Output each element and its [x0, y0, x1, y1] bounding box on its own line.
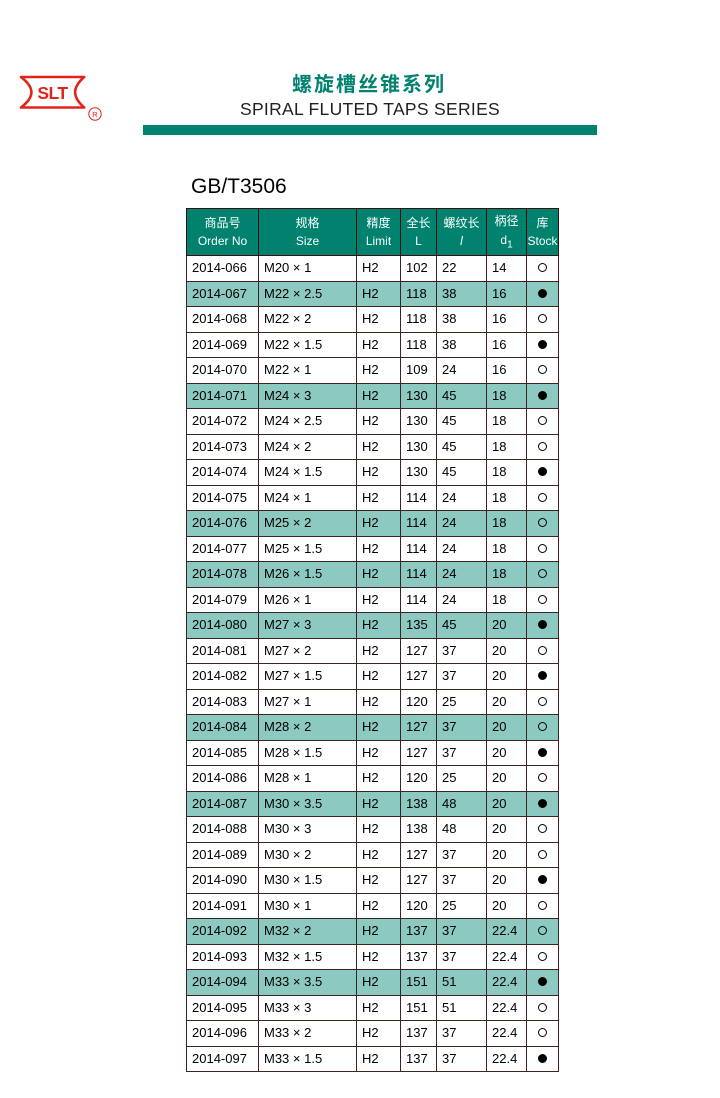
svg-text:R: R [92, 110, 98, 119]
svg-text:SLT: SLT [38, 83, 69, 103]
